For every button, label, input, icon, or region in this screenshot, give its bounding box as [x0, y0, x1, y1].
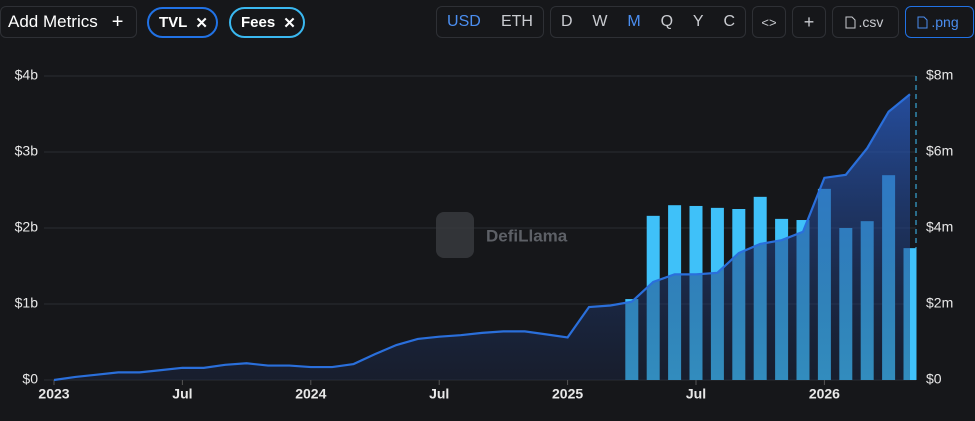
plus-button[interactable]: +	[792, 6, 826, 38]
icon: +	[111, 10, 124, 33]
line	[53, 93, 911, 382]
y-tick-label: $4b	[15, 67, 39, 83]
x-tick-label: 2023	[38, 386, 69, 402]
y2-tick-label: $8m	[926, 67, 953, 83]
x-tick-label: 2025	[552, 386, 583, 402]
file-icon	[917, 16, 928, 28]
x-tick-label: 2024	[295, 386, 326, 402]
period-option[interactable]: C	[723, 13, 735, 30]
png-button[interactable]: .png	[905, 6, 974, 38]
x-tick-label: Jul	[429, 386, 449, 402]
label: .csv	[858, 14, 884, 30]
label: .png	[931, 14, 959, 30]
y2-tick-label: $4m	[926, 219, 953, 235]
label: Add Metrics	[8, 12, 98, 31]
watermark-text: DefiLlama	[486, 226, 568, 245]
watermark: DefiLlama	[436, 212, 568, 258]
file-icon	[845, 16, 856, 28]
x-tick-label: 2026	[809, 386, 840, 402]
y-tick-label: $2b	[15, 219, 39, 235]
period-option[interactable]: D	[560, 13, 573, 30]
y2-tick-label: $0	[926, 371, 942, 387]
currency-group: USD ETH	[436, 6, 544, 38]
add-metrics-button[interactable]: Add Metrics +	[0, 6, 137, 38]
label: <>	[761, 14, 777, 30]
period-option[interactable]: M	[627, 13, 641, 30]
label: +	[803, 11, 815, 32]
y-tick-label: $0	[22, 371, 38, 387]
x-tick-label: Jul	[172, 386, 192, 402]
y2-tick-label: $2m	[926, 295, 953, 311]
remove-icon[interactable]: ✕	[195, 14, 208, 32]
remove-icon[interactable]: ✕	[283, 14, 296, 32]
currency-option[interactable]: USD	[447, 13, 481, 30]
y-tick-label: $1b	[15, 295, 39, 311]
label: TVL	[159, 14, 188, 31]
embed-button[interactable]: <>	[752, 6, 786, 38]
label: Fees	[241, 14, 276, 31]
y2-tick-label: $6m	[926, 143, 953, 159]
metric-pill[interactable]: TVL ✕	[147, 7, 218, 38]
csv-button[interactable]: .csv	[832, 6, 899, 38]
period-option[interactable]: W	[592, 13, 608, 30]
chart: DefiLlama $0 $1b $2b $3b $4b $0 $2m $4m $6m $8m 20…	[15, 67, 954, 402]
area	[54, 94, 910, 381]
period-option[interactable]: Q	[660, 13, 674, 30]
currency-option[interactable]: ETH	[500, 13, 533, 30]
x-tick-label: Jul	[686, 386, 706, 402]
metric-pill[interactable]: Fees ✕	[229, 7, 305, 38]
period-option[interactable]: Y	[692, 13, 704, 30]
y-tick-label: $3b	[15, 143, 39, 159]
